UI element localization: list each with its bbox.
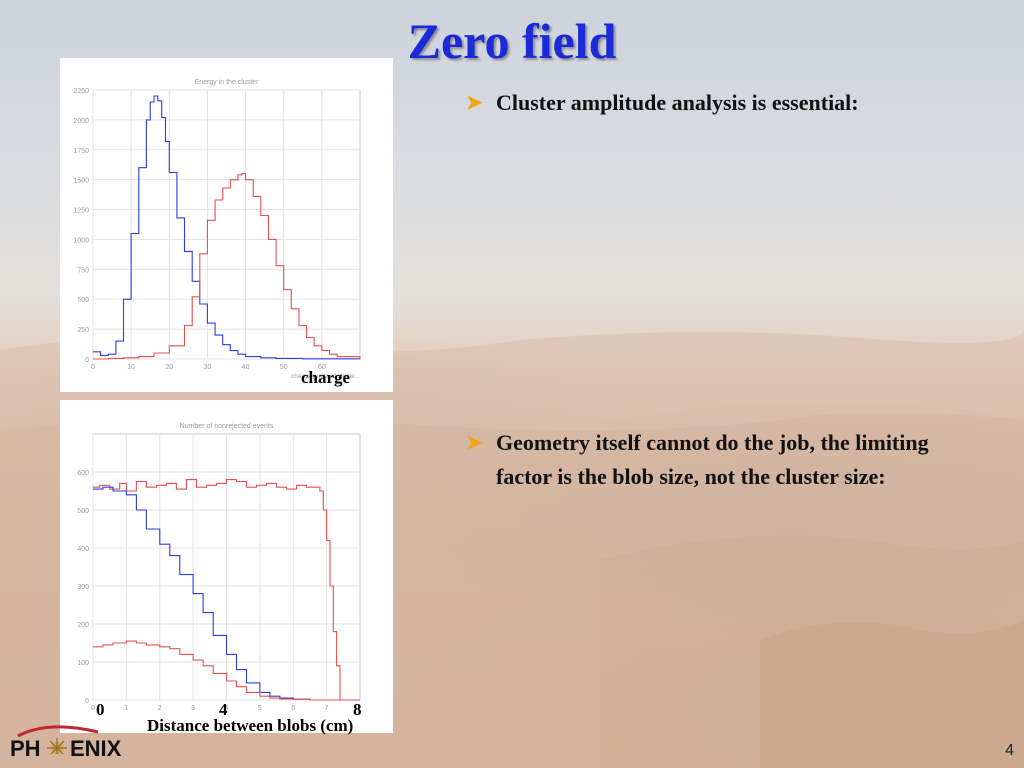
- nonrejected-events-chart: 0 100 200 300 400 500 600 0 1 2 3 4 5 6 7 Number of non…: [77, 423, 361, 712]
- series-line-0: [93, 95, 361, 360]
- x-tick-label: 30: [204, 364, 212, 371]
- x-axis-label: charge (units of single...: [291, 373, 360, 380]
- y-tick-label: 2000: [73, 118, 89, 125]
- x-tick-label: 10: [127, 364, 135, 371]
- chart-title: Energy in the cluster: [195, 79, 259, 86]
- y-tick-label: 100: [77, 660, 89, 667]
- y-tick-label: 2250: [73, 88, 89, 95]
- energy-chart-panel: 0 250 500 750 1000 1250 1500 1750 2000 2250 0 10 20 3…: [60, 58, 393, 392]
- x-tick-label: 5: [258, 705, 262, 712]
- bullet-text: Geometry itself cannot do the job, the l…: [496, 430, 929, 489]
- x-tick-label: 1: [124, 705, 128, 712]
- charge-axis-label: charge: [301, 368, 351, 387]
- distance-tick-0: 0: [96, 700, 105, 719]
- x-tick-label: 4: [225, 705, 229, 712]
- events-chart-panel: 0 100 200 300 400 500 600 0 1 2 3 4 5 6 7 Number of non…: [60, 400, 393, 733]
- y-tick-label: 750: [77, 267, 89, 274]
- chart-title: Number of nonrejected events: [180, 423, 274, 430]
- y-tick-label: 200: [77, 622, 89, 629]
- y-tick-label: 1250: [73, 208, 89, 215]
- page-number: 4: [1005, 742, 1014, 759]
- distance-axis-label: Distance between blobs (cm): [147, 716, 354, 735]
- y-tick-label: 1000: [73, 237, 89, 244]
- x-tick-label: 0: [91, 364, 95, 371]
- slide-title: Zero field: [407, 13, 617, 69]
- logo-text-left: PH: [10, 736, 41, 761]
- y-tick-label: 300: [77, 584, 89, 591]
- series-line-2: [93, 640, 360, 701]
- phenix-logo-graphic: [17, 725, 99, 754]
- x-tick-label: 50: [280, 364, 288, 371]
- y-tick-label: 1500: [73, 178, 89, 185]
- x-tick-label: 6: [291, 705, 295, 712]
- y-tick-label: 0: [85, 357, 89, 364]
- energy-histogram-chart: 0 250 500 750 1000 1250 1500 1750 2000 2250 0 10 20 3…: [73, 79, 361, 380]
- series-line-1: [93, 173, 361, 360]
- x-tick-label: 2: [158, 705, 162, 712]
- y-tick-label: 500: [77, 297, 89, 304]
- series-line-1: [93, 486, 360, 701]
- distance-tick-4: 4: [219, 700, 228, 719]
- bullet-text: Cluster amplitude analysis is essential:: [496, 90, 859, 115]
- distance-tick-8: 8: [353, 700, 362, 719]
- series-line-0: [93, 479, 360, 701]
- x-tick-label: 3: [191, 705, 195, 712]
- logo-text-right: ENIX: [70, 736, 122, 761]
- x-tick-label: 40: [242, 364, 250, 371]
- x-tick-label: 7: [325, 705, 329, 712]
- x-tick-label: 20: [165, 364, 173, 371]
- y-tick-label: 0: [85, 698, 89, 705]
- y-tick-label: 400: [77, 546, 89, 553]
- y-tick-label: 250: [77, 327, 89, 334]
- arrow-bullet-icon: ➤: [466, 92, 483, 114]
- y-tick-label: 1750: [73, 148, 89, 155]
- x-tick-label: 0: [91, 705, 95, 712]
- arrow-bullet-icon: ➤: [466, 432, 483, 454]
- y-tick-label: 500: [77, 508, 89, 515]
- x-tick-label: 60: [318, 364, 326, 371]
- y-tick-label: 600: [77, 470, 89, 477]
- plot-frame: [92, 89, 361, 360]
